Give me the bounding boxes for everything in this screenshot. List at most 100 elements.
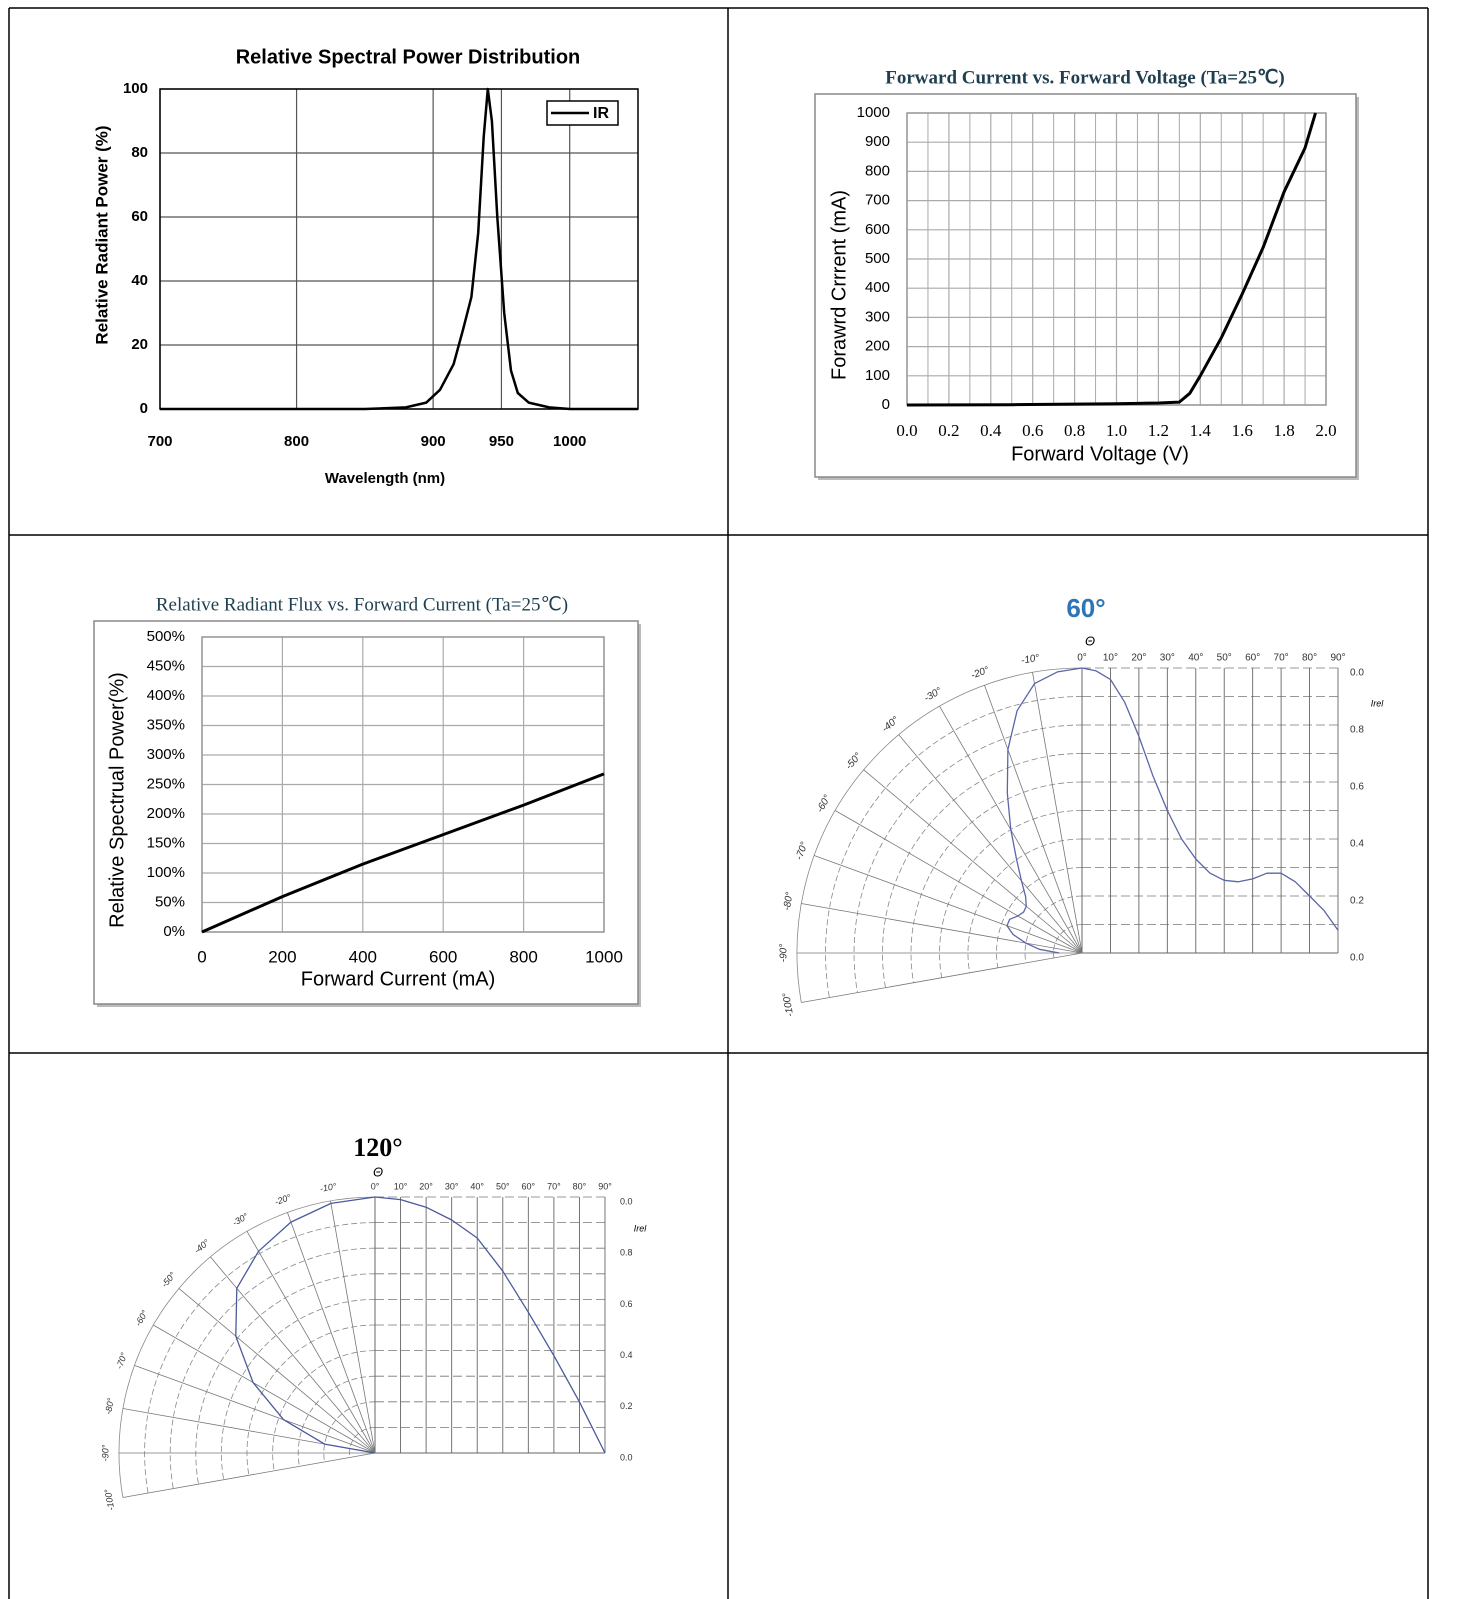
polar-curve (235, 1196, 376, 1454)
angle-tick-label: -50° (844, 751, 864, 772)
polar-ring (825, 696, 1083, 998)
y-tick-label: 200 (865, 338, 890, 355)
r-axis-label: Irel (1371, 698, 1385, 708)
x-axis-label: Forward Current (mA) (301, 968, 495, 990)
x-tick-label: 60° (1245, 653, 1260, 664)
angle-tick-label: -80° (103, 1397, 116, 1415)
angle-tick-label: -10° (1020, 653, 1040, 667)
angle-tick-label: -70° (114, 1351, 129, 1370)
polar-radial (984, 685, 1083, 954)
plot-frame (159, 88, 639, 410)
y-tick-label: 20 (131, 336, 148, 353)
polar-radial (863, 769, 1083, 954)
y-tick-label: 600 (865, 221, 890, 238)
x-tick-label: 800 (509, 947, 537, 966)
chart-box (814, 93, 1357, 478)
angle-tick-label: -100° (103, 1488, 117, 1511)
polar-ring (272, 1350, 376, 1471)
polar-radial (134, 1365, 376, 1454)
y-tick-label: 0% (163, 923, 185, 940)
y-tick-label: 300% (147, 746, 185, 763)
chart-title: Relative Spectral Power Distribution (236, 46, 581, 68)
x-tick-label: 0.4 (980, 421, 1002, 440)
polar-radial (835, 810, 1083, 954)
y-tick-label: 300 (865, 308, 890, 325)
y-tick-label: 800 (865, 162, 890, 179)
x-tick-label: 1000 (553, 433, 586, 450)
x-tick-label: 1.4 (1190, 421, 1212, 440)
polar-radial (330, 1200, 376, 1454)
angle-tick-label: -70° (794, 841, 811, 862)
polar-radial (801, 952, 1083, 1003)
line-chart: Relative Radiant Flux vs. Forward Curren… (93, 594, 641, 1007)
x-tick-label: 40° (470, 1181, 484, 1191)
y-tick-label: 400 (865, 279, 890, 296)
legend-label: IR (593, 105, 609, 122)
y-tick-label: 0.8 (620, 1248, 633, 1258)
polar-ring (221, 1299, 376, 1480)
chart-box (93, 620, 639, 1005)
polar-radial (801, 903, 1083, 954)
angle-tick-label: -30° (230, 1211, 250, 1228)
x-tick-label: 0° (371, 1181, 380, 1191)
r-axis-label: Irel (634, 1223, 648, 1233)
x-tick-label: 400 (349, 947, 377, 966)
line-chart: Relative Spectral Power Distribution Wave… (92, 46, 639, 487)
x-tick-label: 1000 (585, 947, 623, 966)
cartesian-curve (374, 1196, 606, 1454)
x-tick-label: 50° (1217, 653, 1232, 664)
x-tick-label: 20° (419, 1181, 433, 1191)
x-tick-label: 600 (429, 947, 457, 966)
x-tick-label: 10° (394, 1181, 408, 1191)
y-tick-label: 0.0 (1350, 668, 1364, 679)
angle-axis-label: Θ (1085, 633, 1095, 648)
x-tick-label: 1.0 (1106, 421, 1127, 440)
y-tick-label: 80 (131, 144, 148, 161)
y-tick-label: 50% (155, 893, 185, 910)
angle-tick-label: -40° (192, 1237, 211, 1256)
polar-radial (1032, 672, 1083, 954)
x-tick-label: 1.6 (1232, 421, 1253, 440)
y-tick-label: 350% (147, 716, 185, 733)
polar-radial (210, 1256, 376, 1454)
angle-tick-label: -40° (880, 715, 901, 735)
angle-tick-label: -20° (273, 1192, 292, 1207)
x-tick-label: 20° (1131, 653, 1146, 664)
y-axis-label: Relative Spectrual Power(%) (106, 672, 128, 928)
angle-tick-label: -90° (100, 1444, 110, 1461)
x-tick-label: 50° (496, 1181, 510, 1191)
plot-frame (201, 636, 605, 933)
y-tick-label: 0 (140, 400, 148, 417)
x-tick-label: 10° (1103, 653, 1118, 664)
y-tick-label: 0.4 (1350, 839, 1364, 850)
x-tick-label: 80° (573, 1181, 587, 1191)
chart-title: Forward Current vs. Forward Voltage (Ta=… (885, 67, 1284, 88)
x-tick-label: 0.6 (1022, 421, 1043, 440)
polar-curve (1006, 667, 1083, 954)
y-tick-label: 0.6 (1350, 782, 1364, 793)
data-line (201, 772, 605, 934)
x-tick-label: 700 (147, 433, 172, 450)
polar-radial (814, 855, 1083, 954)
x-tick-label: 0.0 (896, 421, 917, 440)
y-tick-label: 1000 (857, 104, 890, 121)
y-tick-label: 250% (147, 775, 185, 792)
chart-title: 60° (1066, 593, 1105, 623)
x-tick-label: 80° (1302, 653, 1317, 664)
polar-chart: 60° Θ Irel 0.0 0.2 0.4 0.6 0.8 0.0 0° 10° 20° 30° 40°… (779, 593, 1385, 1018)
x-tick-label: 950 (489, 433, 514, 450)
y-tick-label: 40 (131, 272, 148, 289)
y-tick-label: 450% (147, 657, 185, 674)
x-tick-label: 0 (197, 947, 206, 966)
table-lines (8, 7, 1429, 1599)
angle-tick-label: -20° (970, 665, 991, 682)
polar-ring (796, 667, 1083, 1003)
y-tick-label: 0.0 (620, 1196, 633, 1206)
x-tick-label: 0.2 (938, 421, 959, 440)
polar-ring (1053, 924, 1083, 958)
chart-title: Relative Radiant Flux vs. Forward Curren… (156, 594, 568, 615)
x-tick-label: 800 (284, 433, 309, 450)
y-tick-label: 400% (147, 687, 185, 704)
line-chart: Forward Current vs. Forward Voltage (Ta=… (814, 67, 1359, 480)
